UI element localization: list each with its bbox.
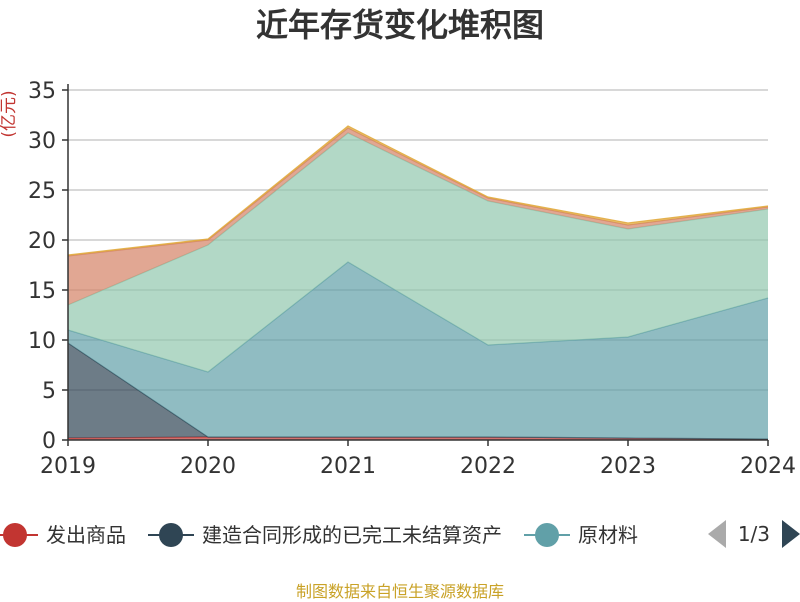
legend-next-page-icon[interactable]	[782, 520, 800, 548]
series-line	[67, 125, 769, 256]
y-tick-label: 20	[28, 229, 56, 254]
legend: 发出商品 建造合同形成的已完工未结算资产 原材料	[0, 516, 800, 552]
chart-title: 近年存货变化堆积图	[256, 6, 544, 44]
legend-label: 建造合同形成的已完工未结算资产	[202, 522, 502, 547]
y-tick-label: 10	[28, 329, 56, 354]
x-tick-label: 2024	[740, 454, 796, 479]
data-source-note: 制图数据来自恒生聚源数据库	[295, 582, 504, 601]
x-tick-label: 2023	[600, 454, 656, 479]
legend-marker-icon	[0, 522, 38, 547]
series-area	[68, 133, 768, 372]
legend-marker-icon	[524, 522, 570, 547]
y-tick-label: 35	[28, 79, 56, 104]
legend-label: 发出商品	[46, 522, 126, 547]
y-tick-label: 5	[42, 379, 56, 404]
stacked-areas	[67, 125, 769, 440]
x-tick-label: 2019	[40, 454, 96, 479]
legend-page-indicator: 1/3	[737, 522, 770, 546]
legend-item[interactable]: 建造合同形成的已完工未结算资产	[148, 516, 502, 552]
legend-label: 原材料	[578, 522, 638, 547]
x-tick-label: 2021	[320, 454, 376, 479]
y-tick-label: 30	[28, 129, 56, 154]
y-tick-label: 15	[28, 279, 56, 304]
series-area	[68, 262, 768, 439]
legend-marker-icon	[148, 522, 194, 547]
series-area	[68, 343, 768, 439]
axes: 0 5 10 15 20 25 30 35 2019 2020 2021 2022 2023 2024	[28, 79, 796, 479]
legend-item[interactable]: 原材料	[524, 516, 638, 552]
x-tick-label: 2020	[180, 454, 236, 479]
y-axis-unit-label: (亿元)	[0, 90, 19, 137]
legend-pager: 1/3	[696, 516, 800, 552]
x-tick-label: 2022	[460, 454, 516, 479]
y-tick-label: 25	[28, 179, 56, 204]
legend-items: 发出商品 建造合同形成的已完工未结算资产 原材料	[0, 516, 660, 552]
y-tick-label: 0	[42, 429, 56, 454]
legend-item[interactable]: 发出商品	[0, 516, 126, 552]
legend-prev-page-icon[interactable]	[707, 520, 726, 548]
